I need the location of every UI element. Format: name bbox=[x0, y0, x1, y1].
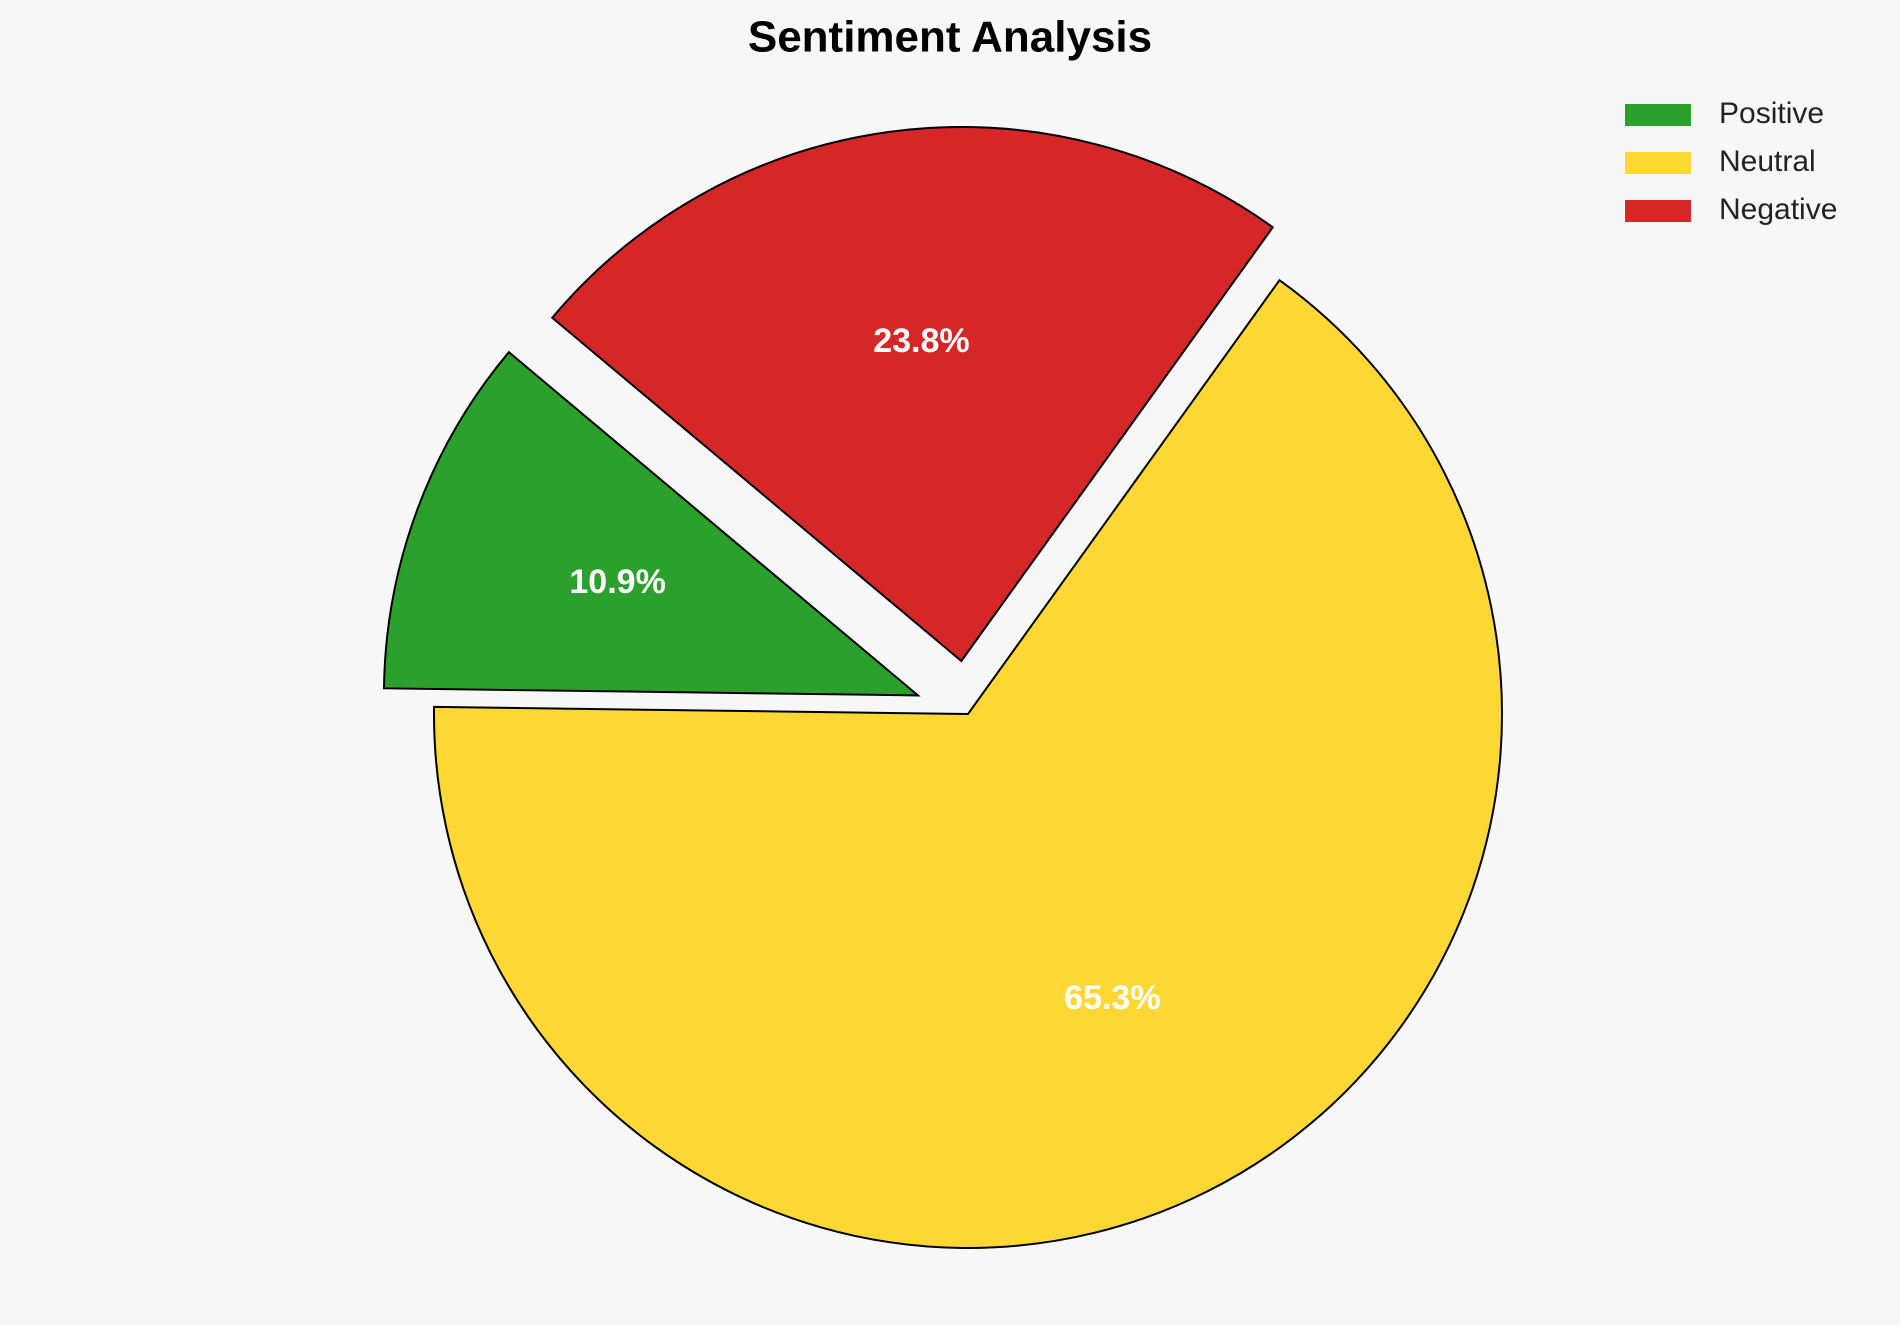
slice-label: 23.8% bbox=[873, 322, 969, 360]
legend-label: Negative bbox=[1719, 193, 1837, 226]
pie-slice bbox=[550, 126, 1275, 663]
slice-label: 65.3% bbox=[1064, 979, 1160, 1017]
legend-label: Positive bbox=[1719, 97, 1824, 130]
legend-swatch bbox=[1625, 104, 1691, 126]
slice-label: 10.9% bbox=[569, 563, 665, 601]
legend-swatch bbox=[1625, 152, 1691, 174]
pie-slice bbox=[433, 278, 1503, 1249]
pie-slice bbox=[382, 350, 921, 697]
chart-title: Sentiment Analysis bbox=[748, 13, 1152, 62]
legend-label: Neutral bbox=[1719, 145, 1816, 178]
legend-swatch bbox=[1625, 200, 1691, 222]
